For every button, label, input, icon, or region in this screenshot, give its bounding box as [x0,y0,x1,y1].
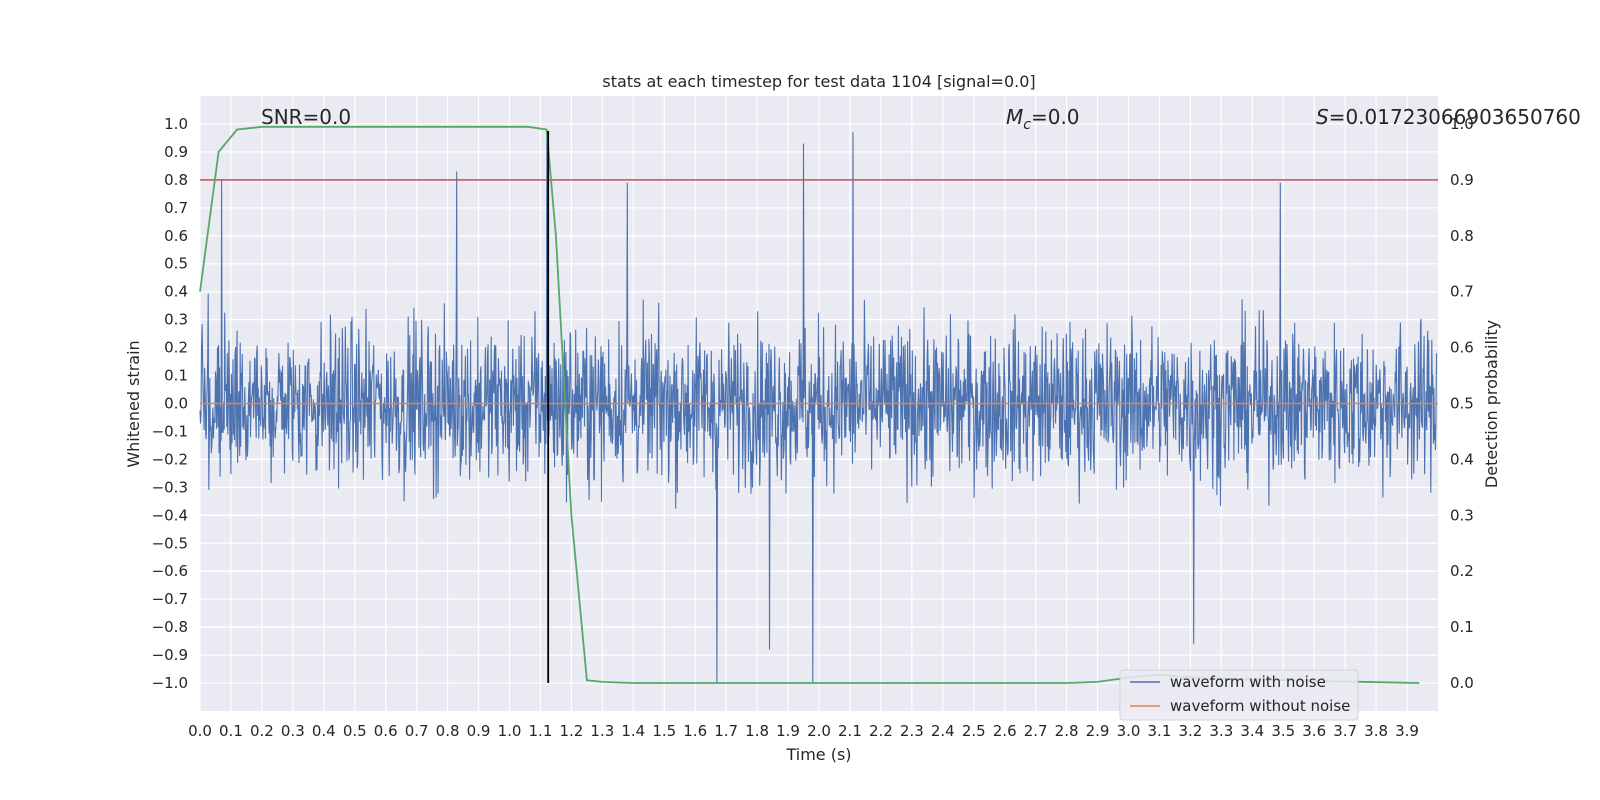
x-tick-label: 0.1 [219,722,243,740]
x-tick-label: 1.3 [590,722,614,740]
y-tick-label: 0.7 [164,199,188,217]
x-tick-label: 0.3 [281,722,305,740]
x-tick-label: 2.4 [931,722,955,740]
x-tick-label: 1.0 [498,722,522,740]
y-tick-label: −1.0 [152,674,188,692]
mc-value: =0.0 [1031,105,1080,129]
y-tick-label: −0.6 [152,562,188,580]
y2-tick-label: 0.5 [1450,395,1474,413]
chart-title: stats at each timestep for test data 110… [602,72,1035,91]
x-tick-label: 1.6 [683,722,707,740]
y-tick-label: 0.4 [164,283,188,301]
x-tick-label: 3.9 [1395,722,1419,740]
y-tick-label: −0.9 [152,646,188,664]
y-tick-label: 0.5 [164,255,188,273]
y-tick-label: 0.3 [164,311,188,329]
x-tick-label: 1.8 [745,722,769,740]
x-tick-label: 3.5 [1271,722,1295,740]
x-tick-label: 1.9 [776,722,800,740]
y-tick-label: −0.7 [152,590,188,608]
x-tick-label: 2.1 [838,722,862,740]
y2-tick-label: 0.9 [1450,171,1474,189]
x-tick-label: 1.1 [529,722,553,740]
x-tick-label: 1.7 [714,722,738,740]
y2-tick-label: 1.0 [1450,115,1474,133]
y2-tick-label: 0.3 [1450,506,1474,524]
legend-label-noise: waveform with noise [1170,673,1326,691]
x-tick-label: 0.2 [250,722,274,740]
x-tick-label: 2.3 [900,722,924,740]
y-tick-label: −0.8 [152,618,188,636]
x-tick-label: 2.6 [993,722,1017,740]
legend-box [1119,669,1359,721]
y-tick-label: −0.4 [152,506,188,524]
y2-tick-label: 0.1 [1450,618,1474,636]
x-tick-label: 0.6 [374,722,398,740]
x-tick-label: 0.7 [405,722,429,740]
x-tick-label: 2.9 [1086,722,1110,740]
y2-tick-label: 0.7 [1450,283,1474,301]
x-tick-label: 3.2 [1178,722,1202,740]
x-tick-label: 2.2 [869,722,893,740]
x-tick-label: 3.3 [1209,722,1233,740]
y-tick-label: −0.3 [152,478,188,496]
y2-tick-label: 0.2 [1450,562,1474,580]
legend: waveform with noise waveform without noi… [1119,669,1359,721]
x-tick-label: 3.7 [1333,722,1357,740]
y-tick-label: −0.5 [152,534,188,552]
y2-tick-label: 0.4 [1450,450,1474,468]
x-axis-label: Time (s) [785,745,851,764]
s-symbol: S [1316,105,1329,129]
x-tick-label: 1.5 [652,722,676,740]
x-tick-label: 2.5 [962,722,986,740]
y-tick-labels: 1.0 0.9 0.8 0.7 0.6 0.5 0.4 0.3 0.2 0.1 0.0 −0.1 −0.… [152,115,188,692]
x-tick-label: 3.8 [1364,722,1388,740]
x-tick-label: 0.0 [188,722,212,740]
y-tick-label: −0.1 [152,422,188,440]
x-tick-label: 0.8 [436,722,460,740]
y2-tick-label: 0.0 [1450,674,1474,692]
y2-axis-label: Detection probability [1482,320,1501,488]
y-tick-label: −0.2 [152,450,188,468]
x-tick-label: 2.0 [807,722,831,740]
mc-symbol: M [1006,105,1023,129]
y2-tick-label: 0.6 [1450,339,1474,357]
y-tick-label: 0.6 [164,227,188,245]
mc-subscript: c [1023,117,1031,133]
y-tick-label: 0.9 [164,143,188,161]
y-axis-label: Whitened strain [124,340,143,467]
x-tick-label: 3.1 [1148,722,1172,740]
y-tick-label: 0.2 [164,339,188,357]
x-tick-label: 0.4 [312,722,336,740]
y-tick-label: 0.1 [164,367,188,385]
snr-annotation: SNR=0.0 [261,105,351,129]
noise-trace [199,132,1438,684]
s-annotation: S=0.01723066903650760 [1316,105,1581,129]
y2-tick-label: 0.8 [1450,227,1474,245]
x-tick-label: 2.7 [1024,722,1048,740]
y-tick-label: 1.0 [164,115,188,133]
y-tick-label: 0.8 [164,171,188,189]
x-tick-label: 0.5 [343,722,367,740]
y-tick-label: 0.0 [164,395,188,413]
x-tick-label: 0.9 [467,722,491,740]
legend-label-clean: waveform without noise [1170,697,1350,715]
s-value: =0.01723066903650760 [1329,105,1581,129]
x-tick-label: 3.6 [1302,722,1326,740]
x-tick-labels: 0.0 0.1 0.2 0.3 0.4 0.5 0.6 0.7 0.8 0.9 1.0 1.1 1.2 1… [188,722,1419,740]
series-waveform-with-noise [199,132,1438,684]
x-tick-label: 1.4 [621,722,645,740]
x-tick-label: 3.0 [1117,722,1141,740]
mc-annotation: Mc=0.0 [1006,105,1080,133]
x-tick-label: 2.8 [1055,722,1079,740]
x-tick-label: 1.2 [559,722,583,740]
y2-tick-labels: 1.0 0.9 0.8 0.7 0.6 0.5 0.4 0.3 0.2 0.1 0.0 [1450,115,1474,692]
x-tick-label: 3.4 [1240,722,1264,740]
